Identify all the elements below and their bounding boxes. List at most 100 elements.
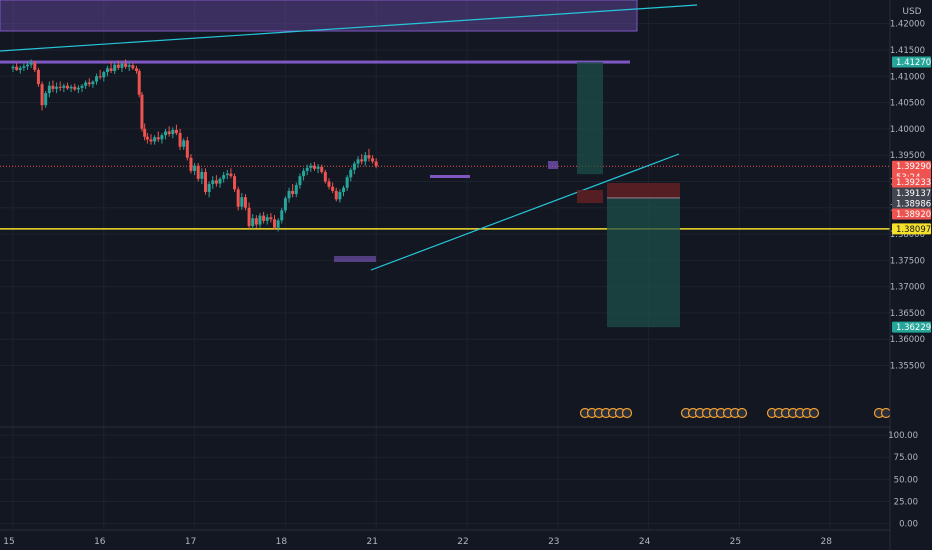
candle [207, 181, 211, 198]
time-tick-label: 18 [276, 537, 288, 547]
time-tick-label: 25 [730, 537, 741, 547]
price-tick-label: 1.38000 [890, 230, 925, 240]
candle [302, 168, 306, 181]
candle [36, 67, 40, 87]
top-highlight [430, 175, 470, 178]
candle [69, 84, 73, 93]
candle [258, 213, 262, 228]
time-tick-label: 23 [548, 537, 559, 547]
candle [167, 126, 171, 137]
candle [22, 63, 26, 71]
candle [44, 90, 48, 108]
candle [305, 164, 309, 176]
candle [174, 124, 178, 136]
price-tick-label: 1.41500 [890, 46, 925, 56]
event-marker[interactable] [880, 407, 892, 419]
candle [120, 62, 124, 73]
first-position-stop-zone[interactable] [577, 190, 603, 203]
candle [26, 61, 30, 70]
candle [225, 169, 229, 180]
candle [98, 69, 102, 80]
price-tick-label: 1.37000 [890, 283, 925, 293]
candle [73, 83, 77, 91]
candle [58, 81, 62, 91]
candle [233, 173, 237, 192]
price-marker-label: 1.39290 [896, 162, 931, 172]
candle [247, 202, 251, 229]
candle [291, 184, 295, 198]
currency-label: USD [902, 7, 921, 17]
candle [218, 177, 222, 188]
price-marker-label: 1.38097 [896, 225, 931, 235]
price-marker[interactable]: 1.36229 [892, 321, 931, 334]
price-tick-label: 1.39500 [890, 151, 925, 161]
candle [360, 154, 364, 165]
candle [196, 163, 200, 182]
upper-trendline[interactable] [0, 4, 698, 52]
time-tick-label: 16 [94, 537, 106, 547]
price-tick-label: 1.41000 [890, 72, 925, 82]
candle [113, 62, 117, 75]
candle [342, 185, 346, 197]
price-tick-label: 1.37500 [890, 256, 925, 266]
price-marker[interactable]: 1.39137 [892, 187, 931, 200]
time-tick-label: 24 [639, 537, 651, 547]
candle [137, 68, 141, 98]
event-marker[interactable] [808, 407, 820, 419]
last-highlight [548, 161, 558, 169]
candle [189, 154, 193, 174]
candle [294, 182, 298, 198]
candle [309, 163, 313, 172]
candle [76, 85, 80, 94]
candle [178, 128, 182, 150]
candles [11, 59, 378, 232]
candle [345, 175, 349, 191]
candle [134, 65, 138, 74]
candle [254, 215, 258, 228]
candle [265, 214, 269, 225]
short-position-target-zone[interactable] [607, 199, 680, 328]
candle [160, 133, 164, 144]
candle [102, 71, 106, 82]
price-marker[interactable]: 1.41270 [892, 56, 931, 69]
candle [200, 168, 204, 185]
candle [240, 193, 244, 210]
price-tick-label: 1.35500 [890, 362, 925, 372]
candle [127, 62, 131, 71]
candle [143, 123, 147, 141]
price-marker[interactable]: 1.38986 [892, 198, 931, 210]
candle [251, 214, 255, 229]
event-markers[interactable] [579, 407, 892, 419]
price-axis[interactable] [890, 0, 932, 550]
time-tick-label: 15 [3, 537, 14, 547]
short-position-stop-zone[interactable] [607, 183, 680, 198]
event-marker[interactable] [621, 407, 633, 419]
time-tick-label: 17 [185, 537, 196, 547]
candle [29, 59, 33, 68]
candle [316, 164, 320, 174]
candle [323, 169, 327, 184]
price-tick-label: 1.40000 [890, 125, 925, 135]
price-tick-label: 1.36500 [890, 309, 925, 319]
candle [363, 151, 367, 166]
candle [334, 187, 338, 202]
candle [367, 148, 371, 162]
time-tick-label: 28 [820, 537, 832, 547]
candle [95, 73, 99, 85]
rising-trendline[interactable] [370, 153, 680, 271]
candle [222, 171, 226, 183]
candle [33, 60, 37, 73]
first-position-profit-zone[interactable] [577, 62, 603, 175]
price-marker[interactable]: 1.38097 [892, 223, 931, 235]
price-marker[interactable]: 1.39233 [892, 176, 931, 189]
oscillator-tick-label: 0.00 [899, 520, 918, 530]
price-marker-label: 1.39137 [896, 189, 931, 199]
candle [371, 155, 375, 164]
resistance-line[interactable] [0, 60, 630, 64]
price-marker[interactable]: 1.38920 [892, 208, 931, 221]
price-tick-label: 1.42000 [890, 20, 925, 30]
event-marker[interactable] [736, 407, 748, 419]
candle [171, 127, 175, 139]
